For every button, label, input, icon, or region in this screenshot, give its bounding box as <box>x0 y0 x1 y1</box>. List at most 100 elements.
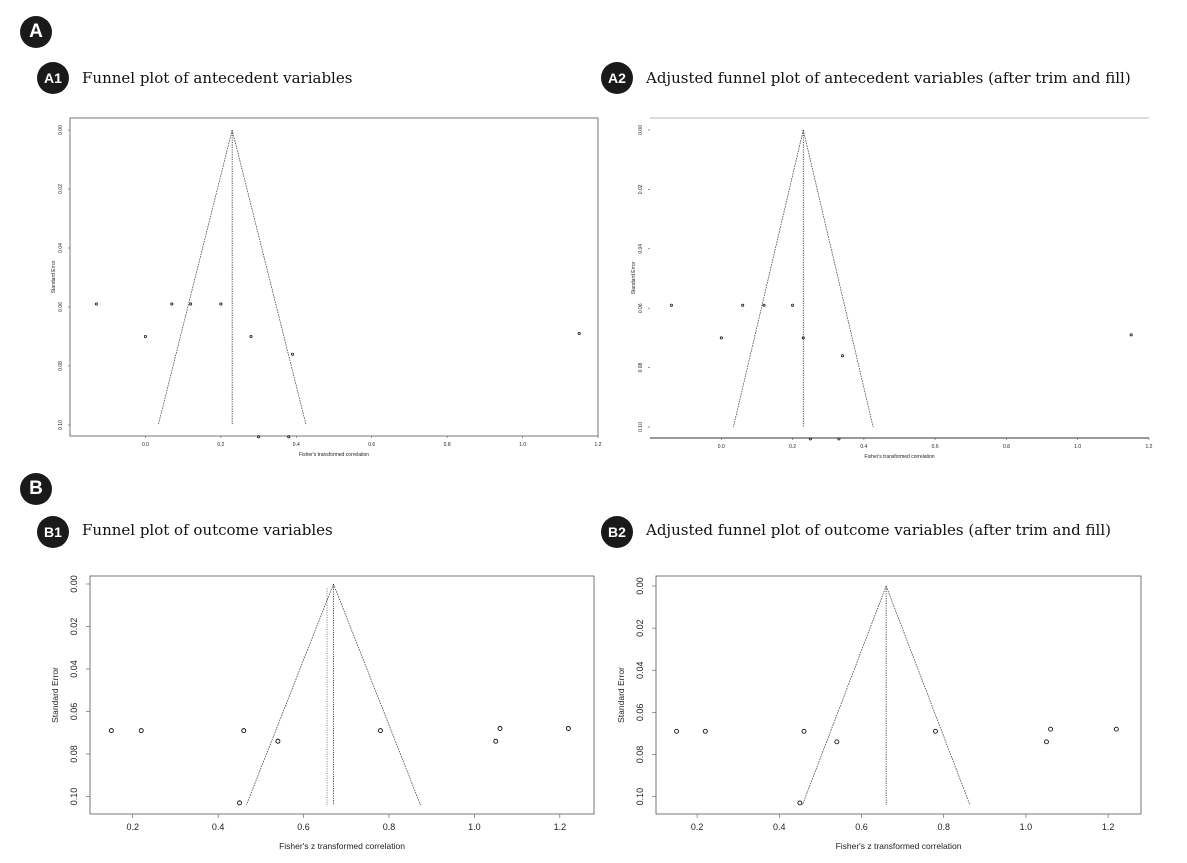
a1-data-point <box>291 352 295 356</box>
b1-data-point <box>497 726 503 731</box>
panel-badge-a1: A1 <box>37 62 69 94</box>
b1-data-point <box>565 726 571 731</box>
a1-x-tick-label: 1.0 <box>519 442 526 448</box>
a1-data-point <box>189 302 193 306</box>
b2-x-tick-label: 1.0 <box>1020 822 1033 832</box>
a2-data-point <box>1129 333 1133 337</box>
b2-y-tick-label: 0.04 <box>635 661 645 679</box>
b2-funnel-right <box>885 585 971 806</box>
panel-title-b2: Adjusted funnel plot of outcome variable… <box>646 521 1111 539</box>
b1-y-axis-label: Standard Error <box>50 667 60 723</box>
b1-y-tick-label: 0.00 <box>69 575 79 593</box>
a2-data-point <box>791 303 795 307</box>
a1-data-point <box>170 302 174 306</box>
b2-data-point <box>1048 726 1054 732</box>
b2-y-tick-label: 0.02 <box>635 619 645 637</box>
a2-data-point <box>669 303 673 307</box>
a1-data-point <box>143 334 147 338</box>
b2-data-point <box>1044 739 1049 745</box>
a2-y-tick-label: 0.10 <box>638 422 644 432</box>
panel-badge-a2: A2 <box>601 62 633 94</box>
b1-y-tick-label: 0.08 <box>69 745 79 763</box>
a2-x-tick-label: 0.2 <box>789 444 796 450</box>
b1-data-point <box>275 738 281 744</box>
a1-data-point <box>257 435 261 439</box>
b2-y-tick-label: 0.08 <box>635 746 645 764</box>
b1-y-tick-label: 0.04 <box>69 660 79 678</box>
a1-x-tick-label: 0.6 <box>368 442 375 448</box>
b1-x-tick-label: 0.4 <box>212 822 225 832</box>
a2-funnel-left <box>733 129 804 428</box>
a2-x-tick-label: 1.0 <box>1074 444 1081 450</box>
a2-y-tick-label: 0.08 <box>638 363 644 373</box>
a1-x-tick-label: 0.8 <box>444 442 451 448</box>
b1-data-point <box>241 728 247 734</box>
a1-y-tick-label: 0.04 <box>58 243 64 253</box>
b2-data-point <box>674 728 680 734</box>
a1-x-tick-label: 1.2 <box>595 442 602 448</box>
a1-data-point <box>249 334 253 338</box>
b1-x-tick-label: 0.6 <box>297 822 310 832</box>
b2-x-tick-label: 0.8 <box>937 822 950 832</box>
a2-data-point <box>741 303 745 307</box>
a1-data-point <box>94 302 98 306</box>
b2-data-point <box>801 728 807 734</box>
a1-funnel-left <box>157 129 233 426</box>
a1-x-tick-label: 0.2 <box>217 442 224 448</box>
a2-data-point <box>808 437 812 441</box>
b2-x-tick-label: 0.4 <box>773 822 786 832</box>
b2-data-point <box>933 728 938 734</box>
b2-data-point <box>1113 726 1119 732</box>
b2-plot-frame <box>655 575 1142 815</box>
b1-funnel-right <box>333 583 421 806</box>
b2-y-tick-label: 0.06 <box>635 704 645 722</box>
b1-data-point <box>237 800 242 806</box>
b1-y-tick-label: 0.06 <box>69 703 79 721</box>
a1-y-tick-label: 0.00 <box>58 125 64 135</box>
b1-x-tick-label: 0.8 <box>383 822 396 832</box>
b1-data-point <box>138 728 144 734</box>
a1-x-axis-label: Fisher's transformed correlation <box>299 452 369 458</box>
a2-x-tick-label: 0.0 <box>718 444 725 450</box>
panel-title-a2: Adjusted funnel plot of antecedent varia… <box>646 69 1131 87</box>
b2-y-tick-label: 0.00 <box>635 577 645 595</box>
panel-badge-b1: B1 <box>37 516 69 548</box>
b2-funnel-left <box>802 585 887 806</box>
b1-funnel-left <box>246 583 334 806</box>
b2-x-tick-label: 0.2 <box>691 822 704 832</box>
a1-y-axis-label: Standard Error <box>51 260 57 293</box>
a2-data-point <box>837 437 841 441</box>
a1-y-tick-label: 0.08 <box>58 361 64 371</box>
b1-data-point <box>108 728 114 734</box>
b1-y-tick-label: 0.10 <box>69 788 79 806</box>
a2-data-point <box>762 303 766 307</box>
a2-x-axis-label: Fisher's transformed correlation <box>864 454 934 460</box>
b1-x-tick-label: 1.0 <box>468 822 481 832</box>
b1-plot-frame <box>89 575 595 815</box>
b2-x-tick-label: 0.6 <box>855 822 868 832</box>
a2-x-tick-label: 0.4 <box>860 444 867 450</box>
panel-title-b1: Funnel plot of outcome variables <box>82 521 333 539</box>
b1-data-point <box>493 738 499 744</box>
section-badge-a: A <box>20 16 52 48</box>
a1-y-tick-label: 0.06 <box>58 302 64 312</box>
a2-data-point <box>801 336 805 340</box>
section-badge-b: B <box>20 473 52 505</box>
b2-data-point <box>797 800 803 806</box>
panel-title-a1: Funnel plot of antecedent variables <box>82 69 353 87</box>
a1-x-tick-label: 0.4 <box>293 442 300 448</box>
a2-y-tick-label: 0.06 <box>638 303 644 313</box>
a1-y-tick-label: 0.02 <box>58 184 64 194</box>
b2-y-axis-label: Standard Error <box>616 667 626 723</box>
a1-funnel-right <box>231 129 307 426</box>
a2-y-axis-label: Standard Error <box>631 261 637 294</box>
a2-y-tick-label: 0.04 <box>638 244 644 254</box>
a2-x-tick-label: 0.8 <box>1003 444 1010 450</box>
a2-y-tick-label: 0.02 <box>638 184 644 194</box>
a2-funnel-right <box>802 129 874 428</box>
a1-y-tick-label: 0.10 <box>58 420 64 430</box>
